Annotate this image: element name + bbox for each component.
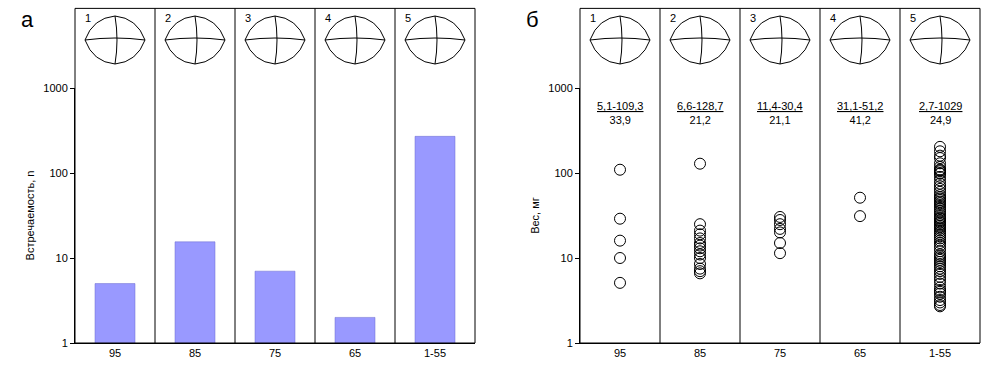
svg-text:5: 5 [910,12,916,24]
svg-text:5,1-109,333,9: 5,1-109,333,9 [597,100,643,126]
svg-text:95: 95 [109,347,121,359]
svg-text:3: 3 [245,12,251,24]
svg-text:а: а [21,7,34,32]
svg-text:31,1-51,241,2: 31,1-51,241,2 [837,100,883,126]
svg-text:6,6-128,721,2: 6,6-128,721,2 [677,100,723,126]
svg-text:Встречаемость, n: Встречаемость, n [24,171,36,261]
svg-text:1: 1 [62,337,68,349]
svg-text:85: 85 [189,347,201,359]
svg-text:10: 10 [561,252,573,264]
svg-text:1: 1 [85,12,91,24]
svg-text:1000: 1000 [548,82,572,94]
svg-text:5: 5 [405,12,411,24]
svg-text:б: б [526,7,539,32]
svg-text:85: 85 [694,347,706,359]
svg-text:2: 2 [670,12,676,24]
svg-text:4: 4 [830,12,836,24]
svg-text:1000: 1000 [43,82,67,94]
svg-text:65: 65 [349,347,361,359]
svg-text:10: 10 [56,252,68,264]
svg-text:11,4-30,421,1: 11,4-30,421,1 [757,100,803,126]
svg-text:4: 4 [325,12,331,24]
svg-text:95: 95 [614,347,626,359]
svg-text:Вес, мг: Вес, мг [529,197,541,234]
svg-text:1-55: 1-55 [929,347,951,359]
svg-text:100: 100 [554,167,572,179]
svg-text:75: 75 [269,347,281,359]
svg-text:1: 1 [590,12,596,24]
svg-text:75: 75 [774,347,786,359]
svg-text:2,7-102924,9: 2,7-102924,9 [919,100,962,126]
svg-text:100: 100 [49,167,67,179]
svg-text:1-55: 1-55 [424,347,446,359]
svg-text:65: 65 [854,347,866,359]
svg-text:1: 1 [567,337,573,349]
svg-text:3: 3 [750,12,756,24]
svg-text:2: 2 [165,12,171,24]
